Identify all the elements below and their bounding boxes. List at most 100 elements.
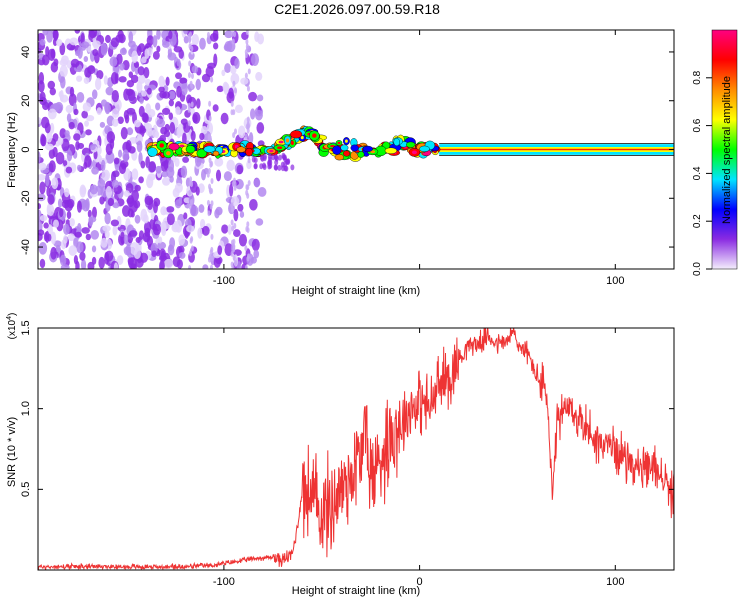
carrier-blob-core	[300, 135, 304, 140]
noise-blob	[136, 140, 143, 153]
noise-streak	[244, 133, 248, 140]
noise-streak	[206, 199, 210, 206]
noise-blob	[116, 255, 124, 265]
noise-blob	[128, 136, 138, 144]
noise-streak	[244, 48, 248, 55]
noise-streak	[230, 109, 234, 116]
noise-blob	[87, 45, 92, 53]
noise-streak	[187, 72, 191, 79]
noise-blob	[105, 34, 111, 44]
noise-blob	[76, 200, 82, 213]
carrier-spread	[267, 153, 272, 160]
noise-blob	[257, 186, 267, 197]
carrier-blob-core	[290, 140, 294, 145]
carrier-spread	[277, 154, 282, 161]
noise-blob	[139, 252, 149, 263]
noise-blob	[128, 230, 138, 237]
carrier-blob	[332, 145, 342, 155]
noise-streak	[233, 31, 237, 38]
noise-blob	[81, 227, 90, 234]
noise-streak	[230, 250, 234, 257]
noise-blob	[128, 31, 134, 44]
noise-blob	[44, 122, 51, 134]
noise-blob	[91, 89, 98, 100]
noise-blob	[142, 113, 149, 124]
spectrogram-x-ticks: -100 100	[213, 30, 624, 287]
noise-blob	[179, 77, 188, 84]
noise-blob	[133, 119, 141, 128]
noise-blob	[118, 149, 123, 158]
noise-blob	[159, 260, 165, 269]
noise-blob	[156, 45, 161, 53]
noise-streak	[188, 225, 192, 232]
noise-blob	[110, 219, 120, 227]
noise-blob	[38, 151, 41, 164]
noise-streak	[207, 210, 211, 217]
noise-blob	[73, 237, 79, 248]
noise-blob	[69, 86, 75, 97]
carrier-blob	[393, 138, 400, 147]
noise-streak	[230, 100, 234, 107]
noise-streak	[210, 233, 214, 240]
spectrogram-marks	[38, 30, 674, 269]
noise-blob	[134, 184, 141, 192]
noise-blob	[234, 104, 243, 114]
noise-blob	[68, 121, 75, 130]
spectrogram-y-tick-label: 40	[20, 46, 32, 58]
noise-blob	[73, 133, 81, 141]
noise-streak	[246, 127, 250, 134]
noise-blob	[88, 216, 97, 223]
noise-blob	[168, 91, 176, 100]
noise-blob	[98, 256, 105, 269]
noise-blob	[38, 71, 45, 85]
noise-blob	[174, 182, 183, 194]
noise-blob	[233, 229, 241, 238]
noise-blob	[213, 42, 219, 50]
noise-streak	[231, 38, 235, 45]
noise-blob	[121, 47, 127, 54]
noise-streak	[230, 219, 234, 226]
colorbar-ticks: 0.0 0.2 0.4 0.6 0.8	[692, 70, 712, 276]
noise-blob	[169, 122, 176, 134]
noise-blob	[112, 202, 120, 209]
noise-blob	[217, 245, 223, 255]
noise-blob	[113, 262, 119, 269]
snr-x-ticks: -100 0 100	[213, 328, 624, 588]
noise-blob	[146, 35, 155, 46]
noise-blob	[129, 200, 138, 213]
carrier-blob	[334, 154, 344, 161]
noise-blob	[195, 78, 201, 91]
noise-blob	[74, 231, 83, 238]
spectrogram-y-tick-label: -40	[20, 239, 32, 255]
noise-blob	[105, 86, 114, 96]
noise-blob	[199, 218, 206, 230]
carrier-blob	[185, 145, 196, 154]
noise-blob	[156, 118, 166, 128]
noise-blob	[46, 186, 51, 197]
snr-x-tick-label: 100	[606, 576, 624, 588]
carrier-blob	[196, 148, 208, 158]
noise-blob	[85, 114, 95, 122]
carrier-blob	[343, 150, 351, 157]
noise-blob	[79, 251, 86, 261]
noise-blob	[59, 64, 68, 78]
noise-blob	[125, 244, 132, 256]
noise-blob	[157, 241, 167, 250]
noise-blob	[69, 218, 75, 227]
noise-blob	[224, 30, 234, 39]
noise-streak	[247, 157, 251, 164]
noise-blob	[166, 166, 175, 179]
noise-streak	[232, 254, 236, 261]
noise-blob	[174, 199, 182, 209]
noise-blob	[112, 224, 118, 236]
noise-blob	[147, 173, 156, 181]
noise-blob	[141, 56, 147, 64]
noise-blob	[55, 39, 63, 47]
noise-streak	[207, 134, 211, 141]
noise-blob	[123, 234, 129, 245]
noise-blob	[254, 109, 263, 121]
noise-blob	[206, 62, 216, 69]
noise-blob	[249, 198, 258, 211]
noise-blob	[227, 224, 232, 235]
noise-blob	[191, 65, 199, 74]
